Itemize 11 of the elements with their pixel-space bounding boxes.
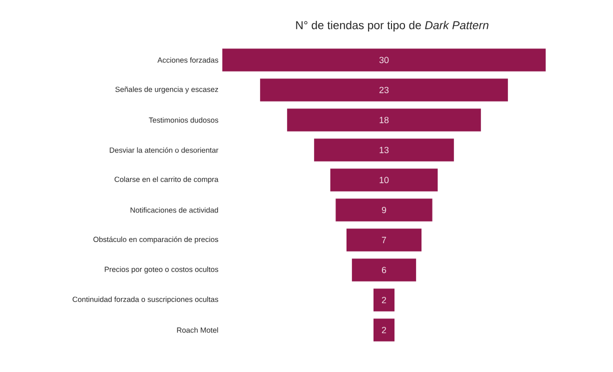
data-label: 2 — [382, 326, 386, 334]
data-label: 9 — [382, 206, 386, 214]
data-label: 23 — [379, 86, 389, 94]
data-label: 7 — [382, 236, 386, 244]
data-label: 18 — [380, 116, 389, 124]
data-label: 13 — [380, 146, 389, 154]
data-label: 30 — [379, 56, 389, 64]
data-label: 2 — [382, 296, 386, 304]
data-label: 10 — [380, 176, 389, 184]
text: N° de tiendas por tipo de Dark Pattern — [296, 20, 488, 32]
data-label: 6 — [382, 266, 386, 274]
